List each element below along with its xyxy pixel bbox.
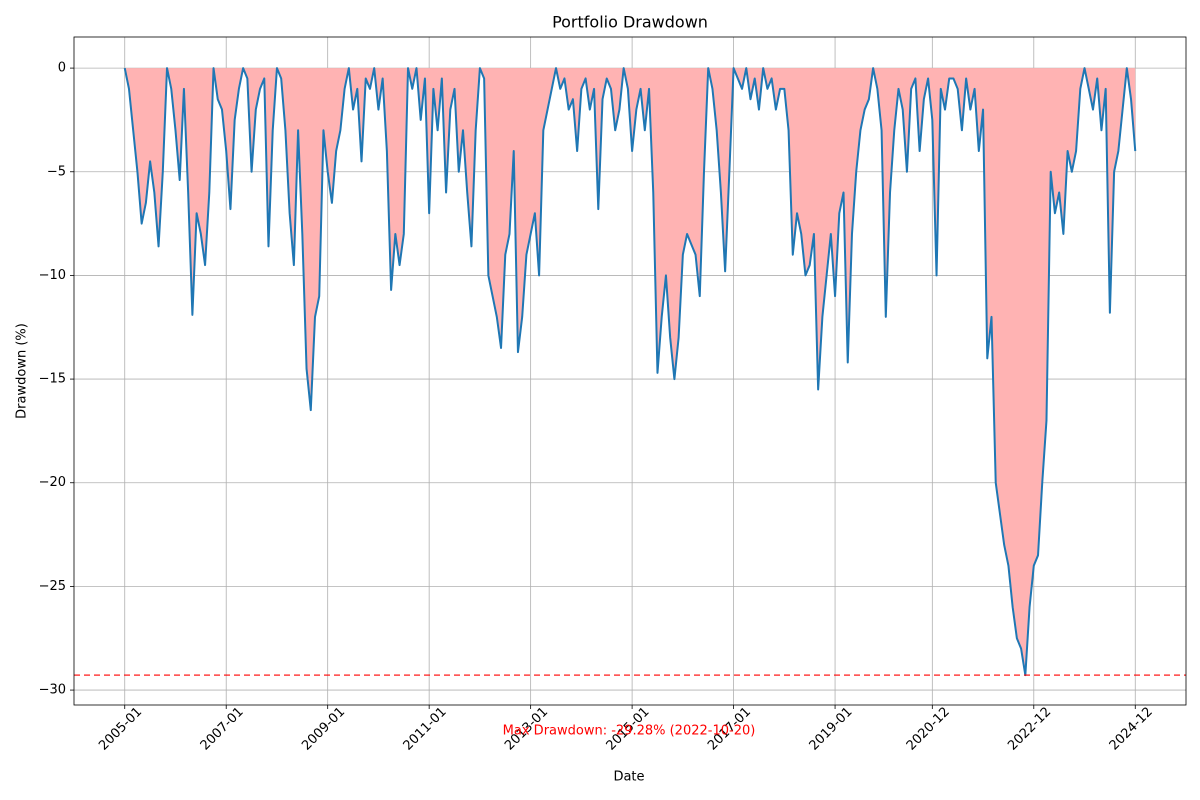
plot-frame (73, 36, 1187, 706)
drawdown-area (124, 68, 1136, 676)
x-tick-label: 2022-12 (1005, 704, 1054, 753)
x-tick-label: 2005-01 (96, 704, 145, 753)
x-tick-label: 2009-01 (299, 704, 348, 753)
chart-title: Portfolio Drawdown (552, 13, 708, 32)
y-axis-label: Drawdown (%) (15, 323, 30, 419)
x-axis-label: Date (613, 770, 644, 785)
y-tick-label: −5 (47, 164, 66, 179)
max-drawdown-annotation: Max Drawdown: -29.28% (2022-10-20) (503, 724, 756, 739)
x-tick-label: 2011-01 (401, 704, 450, 753)
y-tick-label: 0 (58, 61, 66, 76)
y-tick-label: −15 (39, 372, 66, 387)
x-tick-label: 2007-01 (198, 704, 247, 753)
drawdown-line (123, 67, 1137, 677)
x-tick-label: 2019-01 (807, 704, 856, 753)
y-tick-label: −30 (39, 683, 66, 698)
x-tick-label: 2020-12 (904, 704, 953, 753)
y-tick-label: −20 (39, 475, 66, 490)
x-tick-label: 2024-12 (1107, 704, 1156, 753)
y-tick-label: −25 (39, 579, 66, 594)
y-tick-label: −10 (39, 268, 66, 283)
